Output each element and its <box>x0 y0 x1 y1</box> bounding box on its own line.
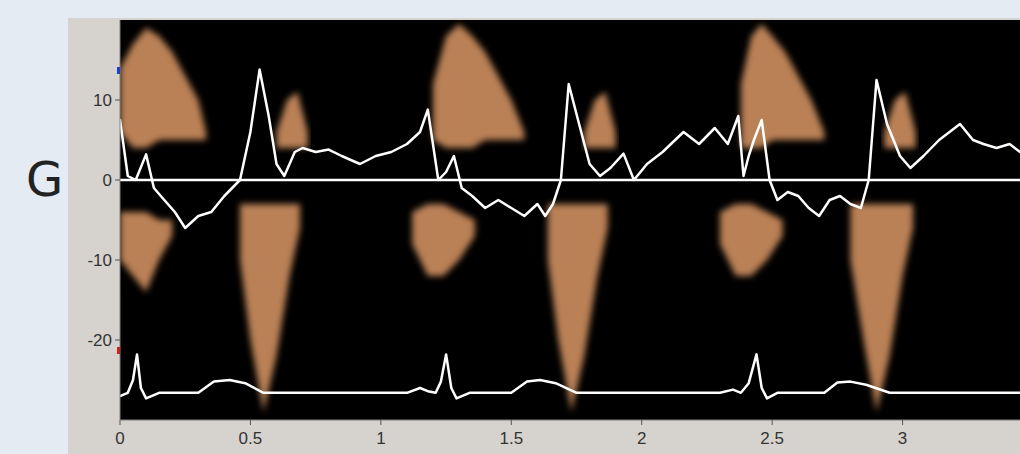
x-tick <box>120 420 121 425</box>
y-tick-label: 0 <box>103 171 112 190</box>
marker <box>117 347 120 354</box>
x-tick-label: 1 <box>376 429 385 448</box>
y-tick <box>115 100 120 101</box>
x-tick-label: 0 <box>115 429 124 448</box>
spectrum-band <box>720 204 783 276</box>
spectrum-band <box>850 204 913 412</box>
y-tick-label: 10 <box>93 91 112 110</box>
x-tick <box>511 420 512 425</box>
spectrum-band <box>884 92 915 148</box>
axis-panel <box>68 18 1020 454</box>
y-tick-label: -20 <box>87 331 112 350</box>
x-tick-label: 3 <box>898 429 907 448</box>
x-tick <box>772 420 773 425</box>
spectrum-band <box>548 204 608 412</box>
spectrum-band <box>584 92 615 148</box>
reference-line <box>120 179 1020 182</box>
plot-area <box>120 24 1020 412</box>
spectrum-band <box>412 204 475 276</box>
x-tick <box>641 420 642 425</box>
x-tick-label: 2 <box>637 429 646 448</box>
trace-line <box>120 354 1020 398</box>
trace-line <box>120 70 1020 228</box>
spectrum-band <box>433 24 524 148</box>
x-tick <box>380 420 381 425</box>
x-tick-label: 1.5 <box>499 429 523 448</box>
spectrum-band <box>120 212 172 292</box>
y-tick <box>115 340 120 341</box>
x-tick <box>250 420 251 425</box>
title: G <box>26 151 63 207</box>
y-tick <box>115 260 120 261</box>
x-tick-label: 2.5 <box>760 429 784 448</box>
spectrum-band <box>741 24 824 148</box>
spectrum-band <box>240 204 300 412</box>
page-background <box>0 0 1020 454</box>
plot-background <box>120 20 1020 420</box>
marker <box>117 67 120 74</box>
y-axis-line <box>120 20 121 420</box>
x-tick <box>902 420 903 425</box>
chart: G -20 -10 0 10 0 0.5 1 1.5 2 2.5 3 <box>0 0 1020 454</box>
x-tick-label: 0.5 <box>239 429 263 448</box>
x-axis-line <box>120 420 1020 421</box>
y-tick <box>115 180 120 181</box>
spectrum-band <box>277 92 308 148</box>
y-tick-label: -10 <box>87 251 112 270</box>
spectrum-band <box>120 28 206 148</box>
